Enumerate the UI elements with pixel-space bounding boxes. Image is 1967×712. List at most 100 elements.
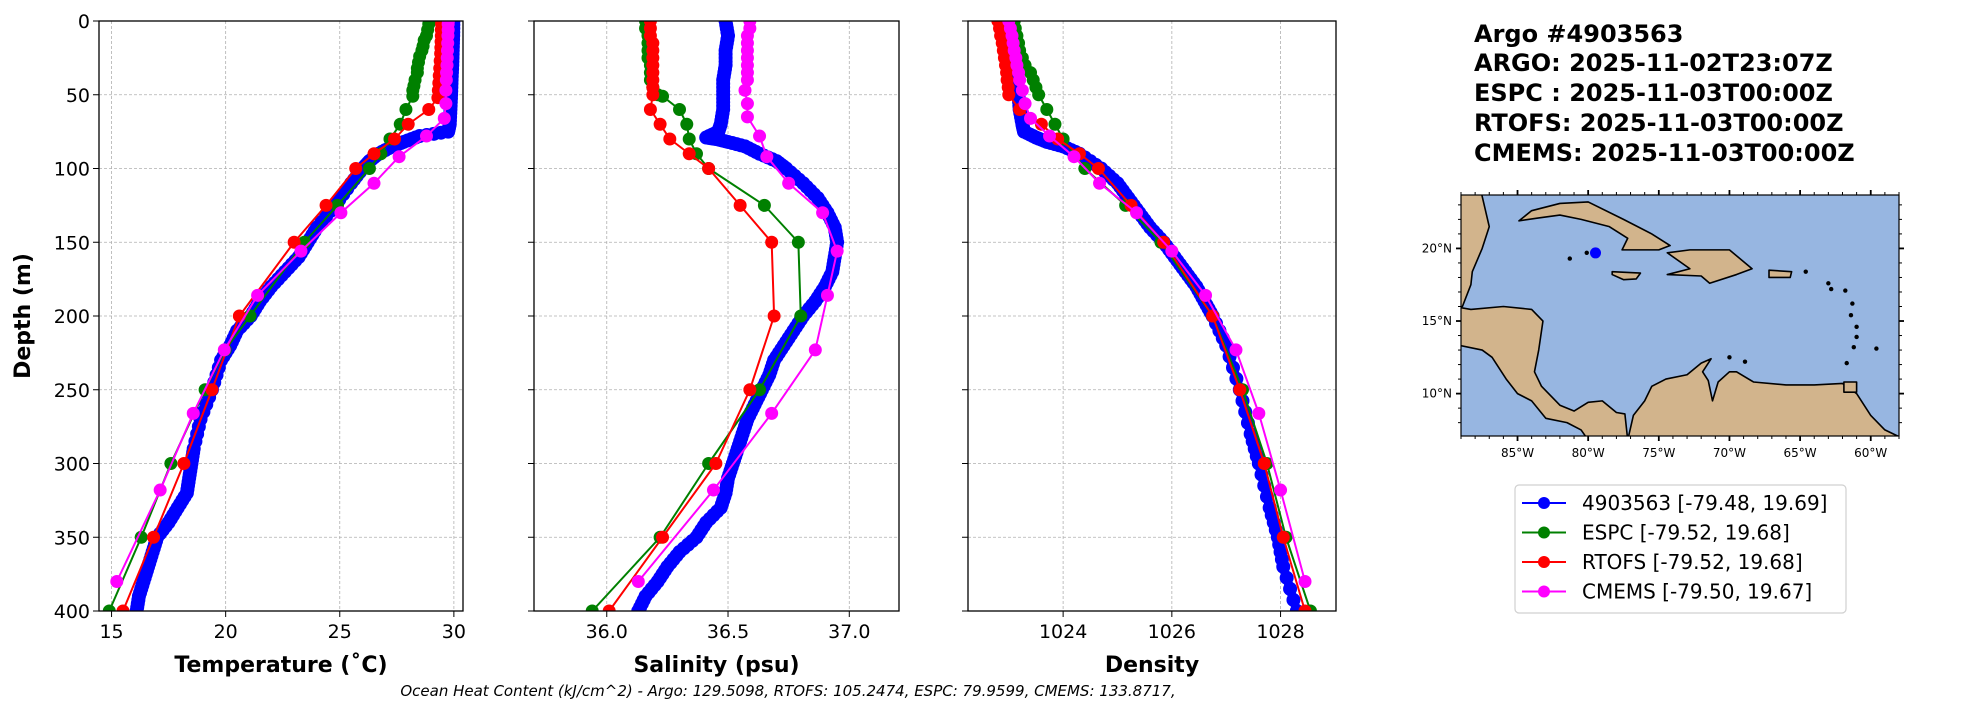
legend-marker: [1538, 526, 1550, 539]
cmems-point: [740, 110, 754, 124]
legend-label: ESPC [-79.52, 19.68]: [1582, 521, 1790, 545]
island: [1844, 360, 1849, 366]
argo-point: [1254, 467, 1269, 482]
island: [1874, 346, 1879, 351]
cmems-point: [1165, 244, 1179, 258]
title-cmems-time: CMEMS: 2025-11-03T00:00Z: [1474, 139, 1855, 167]
legend-marker: [1538, 585, 1550, 598]
map-lon-label: 70°W: [1713, 446, 1746, 460]
cmems-point: [706, 483, 720, 497]
rtofs-point: [646, 88, 660, 102]
cmems-point: [186, 406, 200, 420]
legend-label: CMEMS [-79.50, 19.67]: [1582, 580, 1812, 604]
y-tick-label: 50: [66, 85, 90, 107]
rtofs-point: [422, 103, 436, 116]
cmems-point: [820, 288, 834, 302]
legend-label: RTOFS [-79.52, 19.68]: [1582, 550, 1803, 574]
cmems-point: [1015, 83, 1029, 97]
argo-point: [631, 604, 646, 611]
rtofs-point: [205, 383, 219, 397]
argo-point: [1276, 559, 1291, 574]
rtofs-point: [116, 604, 130, 611]
y-tick-label: 150: [54, 232, 90, 254]
island: [1826, 281, 1831, 286]
espc-point: [1048, 117, 1062, 131]
espc-point: [1032, 88, 1046, 102]
cmems-point: [740, 73, 754, 87]
series-group: [991, 21, 1317, 611]
title-espc-time: ESPC : 2025-11-03T00:00Z: [1474, 79, 1833, 107]
land-hispaniola: [1666, 249, 1753, 285]
x-tick-label: 36.5: [707, 621, 749, 643]
location-map: 85°W 80°W 75°W 70°W 65°W 60°W 10°N 15°N 20°N: [1422, 190, 1904, 460]
cmems-point: [1067, 150, 1081, 164]
rtofs-point: [702, 162, 716, 175]
cmems-point: [782, 176, 796, 190]
rtofs-point: [767, 309, 781, 323]
rtofs-point: [765, 235, 779, 249]
island: [1828, 286, 1834, 292]
legend-label: 4903563 [-79.48, 19.69]: [1582, 491, 1827, 515]
cmems-point: [760, 150, 774, 164]
cmems-point: [153, 483, 167, 497]
axes-frame: [533, 20, 900, 612]
legend-entry-espc: ESPC [-79.52, 19.68]: [1522, 521, 1790, 545]
land-cuba: [1518, 201, 1671, 251]
espc-point: [680, 117, 694, 131]
cmems-point: [294, 244, 308, 258]
cmems-point: [439, 97, 453, 111]
x-tick-label: 37.0: [828, 621, 870, 643]
map-lat-label: 15°N: [1422, 314, 1452, 328]
island: [1742, 359, 1748, 364]
x-tick-label: 15: [99, 621, 123, 643]
x-axis-label: Temperature (˚C): [174, 653, 387, 678]
legend-box: [1514, 484, 1847, 614]
espc-point: [794, 309, 808, 323]
land-trinidad: [1843, 381, 1858, 393]
island: [1584, 250, 1589, 255]
legend-entry-argo: 4903563 [-79.48, 19.69]: [1522, 491, 1827, 515]
legend: 4903563 [-79.48, 19.69] ESPC [-79.52, 19.…: [1514, 484, 1847, 614]
map-lat-label: 20°N: [1422, 241, 1452, 255]
land-jamaica: [1611, 270, 1642, 281]
rtofs-point: [682, 147, 696, 161]
rtofs-point: [643, 103, 657, 116]
island: [1851, 344, 1856, 350]
rtofs-point: [656, 530, 670, 544]
rtofs-point: [147, 530, 161, 544]
cmems-point: [217, 343, 231, 357]
y-tick-label: 0: [78, 11, 90, 33]
title-argo-time: ARGO: 2025-11-02T23:07Z: [1474, 49, 1833, 77]
map-frame: [1460, 194, 1900, 437]
land-south-america: [1627, 357, 1899, 436]
island: [1727, 355, 1732, 360]
rtofs-point: [602, 604, 616, 611]
rtofs-point: [319, 198, 333, 212]
cmems-point: [1024, 111, 1038, 125]
island: [1843, 288, 1848, 293]
axes-frame: [98, 20, 464, 612]
cmems-point: [631, 575, 645, 588]
argo-float-marker: [1590, 247, 1602, 259]
island: [1567, 256, 1572, 261]
map-lat-label: 10°N: [1422, 387, 1452, 401]
cmems-point: [439, 83, 453, 97]
rtofs-point: [1233, 383, 1247, 397]
map-lon-label: 60°W: [1854, 446, 1887, 460]
rtofs-point: [177, 457, 191, 470]
title-block: Argo #4903563 ARGO: 2025-11-02T23:07Z ES…: [1474, 20, 1855, 167]
argo-point: [1257, 478, 1272, 493]
cmems-line: [115, 21, 450, 582]
rtofs-point: [1091, 162, 1105, 175]
cmems-point: [1252, 406, 1266, 420]
land-puerto-rico: [1768, 269, 1793, 279]
espc-point: [134, 530, 148, 544]
rtofs-point: [1034, 117, 1048, 131]
espc-point: [585, 604, 599, 611]
legend-marker: [1538, 556, 1550, 568]
cmems-point: [419, 129, 433, 143]
rtofs-point: [1002, 88, 1016, 102]
espc-point: [656, 89, 670, 103]
espc-point: [791, 235, 805, 249]
